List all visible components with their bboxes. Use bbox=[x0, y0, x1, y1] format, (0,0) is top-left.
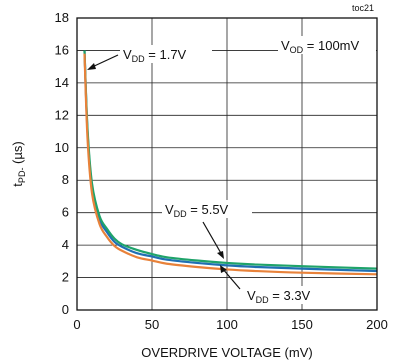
annotation-vod-100mv: VOD = 100mV bbox=[281, 38, 360, 55]
y-tick-9: 18 bbox=[55, 10, 69, 25]
x-tick-2: 100 bbox=[216, 317, 238, 332]
y-tick-1: 2 bbox=[62, 270, 69, 285]
annotation-vdd-5-5: VDD = 5.5V bbox=[165, 202, 229, 219]
corner-label: toc21 bbox=[352, 3, 374, 13]
x-tick-0: 0 bbox=[73, 317, 80, 332]
y-axis-title: tPD- (µs) bbox=[10, 141, 27, 186]
annot-leader-4 bbox=[221, 267, 241, 290]
annot-arrow-4 bbox=[220, 265, 227, 273]
y-tick-0: 0 bbox=[62, 302, 69, 317]
annot-leader-3 bbox=[202, 221, 223, 256]
y-tick-5: 10 bbox=[55, 140, 69, 155]
annotation-vdd-3-3: VDD = 3.3V bbox=[247, 288, 311, 305]
x-tick-4: 200 bbox=[366, 317, 388, 332]
x-tick-3: 150 bbox=[291, 317, 313, 332]
y-tick-8: 16 bbox=[55, 42, 69, 57]
y-tick-4: 8 bbox=[62, 172, 69, 187]
x-axis-title: OVERDRIVE VOLTAGE (mV) bbox=[141, 345, 312, 360]
annot-arrow-1 bbox=[87, 63, 96, 70]
annot-arrow-3 bbox=[217, 251, 224, 259]
tick-labels: 0 2 4 6 8 10 12 14 16 18 0 50 100 150 200 bbox=[55, 10, 388, 332]
grid bbox=[77, 18, 377, 310]
series-line-1 bbox=[83, 50, 378, 270]
series-line-2 bbox=[83, 53, 378, 276]
plot-frame bbox=[76, 17, 378, 311]
y-tick-3: 6 bbox=[62, 205, 69, 220]
y-tick-7: 14 bbox=[55, 75, 69, 90]
annotation-vdd-1-7: VDD = 1.7V bbox=[123, 47, 187, 64]
series-line-0 bbox=[83, 50, 378, 273]
y-tick-2: 4 bbox=[62, 237, 69, 252]
y-tick-6: 12 bbox=[55, 107, 69, 122]
series-lines bbox=[83, 50, 378, 276]
x-tick-1: 50 bbox=[145, 317, 159, 332]
